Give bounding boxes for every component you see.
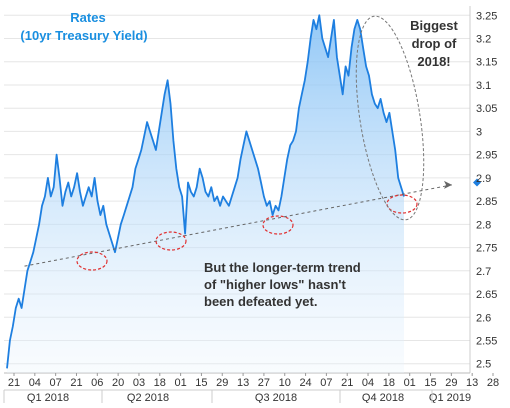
area-path <box>7 15 404 374</box>
x-tick-label: 20 <box>112 377 124 389</box>
chart-subtitle: (10yr Treasury Yield) <box>20 28 147 43</box>
quarter-label: Q4 2018 <box>362 392 404 403</box>
drop-highlight-ellipse <box>355 15 425 221</box>
trend-note-text: been defeated yet. <box>204 294 317 309</box>
quarter-label: Q1 2018 <box>27 392 69 403</box>
x-tick-label: 29 <box>216 377 228 389</box>
x-tick-label: 06 <box>91 377 103 389</box>
y-tick-label: 3.25 <box>476 10 497 22</box>
low-highlight-circle <box>262 215 294 235</box>
x-tick-label: 03 <box>133 377 145 389</box>
x-tick-label: 29 <box>445 377 457 389</box>
low-highlight-circle <box>155 231 187 251</box>
quarter-label: Q3 2018 <box>255 392 297 403</box>
chart-title: Rates <box>70 10 105 25</box>
x-tick-label: 21 <box>341 377 353 389</box>
y-tick-label: 3 <box>476 126 482 138</box>
series-line <box>6 14 481 369</box>
y-tick-label: 2.75 <box>476 243 497 255</box>
area-fill <box>7 15 404 374</box>
trend-note-text: of "higher lows" hasn't <box>204 277 346 292</box>
x-tick-label: 21 <box>70 377 82 389</box>
highlight-circles <box>76 15 425 271</box>
x-tick-label: 13 <box>237 377 249 389</box>
y-tick-label: 2.9 <box>476 173 491 185</box>
y-tick-label: 2.8 <box>476 219 491 231</box>
y-tick-label: 3.1 <box>476 80 491 92</box>
biggest-drop-annotation: Biggest drop of 2018! <box>410 18 458 69</box>
x-tick-label: 04 <box>29 377 41 389</box>
quarter-label: Q1 2019 <box>429 392 471 403</box>
trend-note-text: But the longer-term trend <box>204 260 361 275</box>
trendline-arrow <box>444 180 452 189</box>
x-tick-label: 04 <box>362 377 374 389</box>
x-tick-label: 01 <box>174 377 186 389</box>
x-tick-label: 07 <box>50 377 62 389</box>
y-tick-label: 2.65 <box>476 289 497 301</box>
x-tick-label: 18 <box>383 377 395 389</box>
quarter-axis: Q1 2018 Q2 2018 Q3 2018 Q4 2018 Q1 2019 <box>3 389 471 404</box>
line-path <box>6 14 405 369</box>
x-tick-label: 28 <box>487 377 499 389</box>
x-tick-label: 21 <box>8 377 20 389</box>
y-tick-label: 2.5 <box>476 359 491 371</box>
x-tick-label: 07 <box>320 377 332 389</box>
low-highlight-circle <box>76 251 108 271</box>
x-tick-label: 10 <box>279 377 291 389</box>
y-tick-label: 2.55 <box>476 335 497 347</box>
x-tick-label: 15 <box>195 377 207 389</box>
biggest-drop-text: 2018! <box>417 54 450 69</box>
x-axis: 21 04 07 21 06 20 03 18 01 15 29 13 27 10 24 07 21 04 18 01… <box>8 373 499 389</box>
x-tick-label: 18 <box>154 377 166 389</box>
y-tick-label: 2.85 <box>476 196 497 208</box>
y-axis: 2.5 2.55 2.6 2.65 2.7 2.75 2.8 2.85 2.9 2.95 3 3.05… <box>476 10 497 370</box>
y-tick-label: 2.95 <box>476 150 497 162</box>
biggest-drop-text: drop of <box>412 36 457 51</box>
x-tick-label: 13 <box>466 377 478 389</box>
x-tick-label: 24 <box>299 377 311 389</box>
x-tick-label: 27 <box>258 377 270 389</box>
current-value-marker <box>473 178 481 187</box>
x-tick-label: 01 <box>404 377 416 389</box>
y-tick-label: 3.15 <box>476 57 497 69</box>
y-tick-label: 2.6 <box>476 312 491 324</box>
y-tick-label: 2.7 <box>476 266 491 278</box>
low-highlight-circle <box>386 194 418 214</box>
y-tick-label: 3.2 <box>476 34 491 46</box>
biggest-drop-text: Biggest <box>410 18 458 33</box>
quarter-label: Q2 2018 <box>127 392 169 403</box>
trend-note-annotation: But the longer-term trend of "higher lows… <box>204 260 361 309</box>
y-tick-label: 3.05 <box>476 103 497 115</box>
x-tick-label: 15 <box>424 377 436 389</box>
